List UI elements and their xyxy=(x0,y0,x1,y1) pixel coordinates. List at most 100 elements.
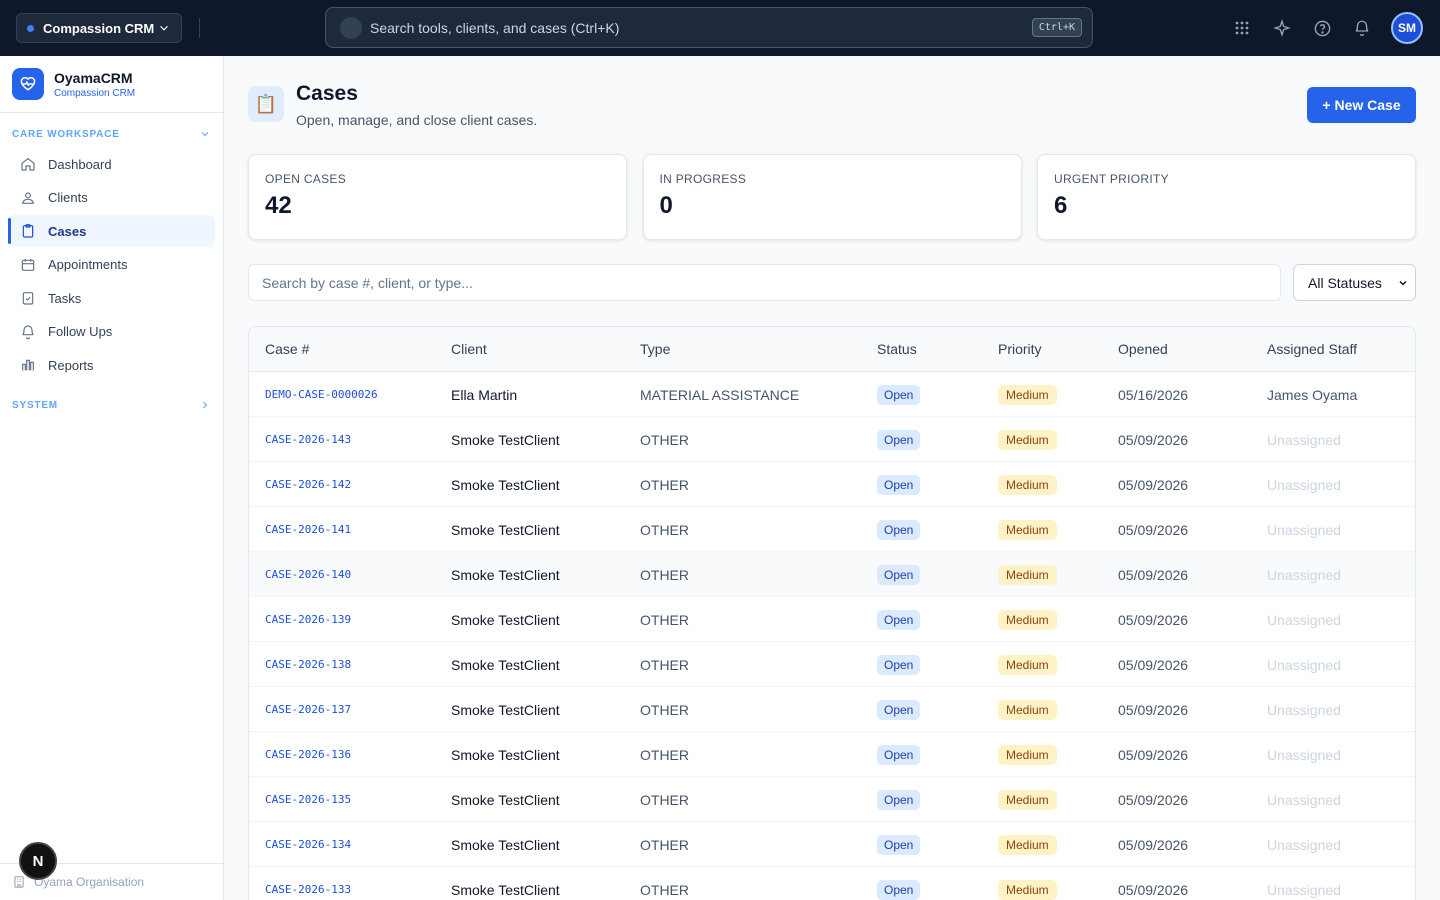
apps-grid-icon[interactable] xyxy=(1231,17,1253,39)
client-name: Smoke TestClient xyxy=(451,837,560,853)
status-filter-select[interactable]: All Statuses xyxy=(1293,264,1416,301)
global-search[interactable]: Search tools, clients, and cases (Ctrl+K… xyxy=(325,7,1093,48)
table-row[interactable]: CASE-2026-138 Smoke TestClient OTHER Open Me… xyxy=(249,642,1415,687)
chevron-down-icon xyxy=(1399,280,1407,286)
opened-date: 05/09/2026 xyxy=(1118,522,1189,538)
table-row[interactable]: CASE-2026-139 Smoke TestClient OTHER Open Me… xyxy=(249,597,1415,642)
priority-badge: Medium xyxy=(998,790,1057,810)
opened-date: 05/09/2026 xyxy=(1118,702,1189,718)
case-number-link[interactable]: CASE-2026-143 xyxy=(265,433,352,446)
table-row[interactable]: CASE-2026-140 Smoke TestClient OTHER Open Me… xyxy=(249,552,1415,597)
priority-badge: Medium xyxy=(998,835,1057,855)
column-header-type[interactable]: Type xyxy=(640,341,671,357)
section-care-label: CARE WORKSPACE xyxy=(12,128,120,140)
assigned-staff: Unassigned xyxy=(1267,567,1341,583)
assigned-staff: Unassigned xyxy=(1267,837,1341,853)
dev-tools-badge[interactable]: N xyxy=(19,842,57,880)
stat-value: 0 xyxy=(659,192,673,219)
brand-name: OyamaCRM xyxy=(54,69,133,86)
table-row[interactable]: CASE-2026-135 Smoke TestClient OTHER Open Me… xyxy=(249,777,1415,822)
stat-label: IN PROGRESS xyxy=(659,172,747,186)
column-header-opened[interactable]: Opened xyxy=(1118,341,1168,357)
top-divider xyxy=(199,18,200,38)
table-row[interactable]: CASE-2026-136 Smoke TestClient OTHER Open Me… xyxy=(249,732,1415,777)
table-row[interactable]: CASE-2026-134 Smoke TestClient OTHER Open Me… xyxy=(249,822,1415,867)
assigned-staff: Unassigned xyxy=(1267,657,1341,673)
case-number-link[interactable]: CASE-2026-139 xyxy=(265,613,352,626)
table-row[interactable]: CASE-2026-142 Smoke TestClient OTHER Open Me… xyxy=(249,462,1415,507)
users-icon xyxy=(20,190,36,206)
case-number-link[interactable]: CASE-2026-133 xyxy=(265,883,352,896)
table-row[interactable]: CASE-2026-141 Smoke TestClient OTHER Open Me… xyxy=(249,507,1415,552)
case-number-link[interactable]: CASE-2026-135 xyxy=(265,793,352,806)
column-header-case[interactable]: Case # xyxy=(265,341,310,357)
case-number-link[interactable]: CASE-2026-142 xyxy=(265,478,352,491)
opened-date: 05/09/2026 xyxy=(1118,747,1189,763)
section-system[interactable]: SYSTEM xyxy=(0,395,223,415)
case-number-link[interactable]: CASE-2026-138 xyxy=(265,658,352,671)
column-header-priority[interactable]: Priority xyxy=(998,341,1042,357)
case-number-link[interactable]: CASE-2026-134 xyxy=(265,838,352,851)
case-number-link[interactable]: DEMO-CASE-0000026 xyxy=(265,388,378,401)
status-badge: Open xyxy=(877,655,921,675)
case-search-input[interactable] xyxy=(248,264,1281,301)
heart-pulse-icon xyxy=(12,68,44,100)
new-case-button[interactable]: + New Case xyxy=(1307,87,1416,123)
status-badge: Open xyxy=(877,385,921,405)
bell-icon[interactable] xyxy=(1351,17,1373,39)
column-header-client[interactable]: Client xyxy=(451,341,487,357)
calendar-icon xyxy=(20,257,36,273)
sidebar-item-dashboard[interactable]: Dashboard xyxy=(8,148,215,180)
org-switcher[interactable]: Compassion CRM xyxy=(16,13,182,43)
table-row[interactable]: CASE-2026-137 Smoke TestClient OTHER Open Me… xyxy=(249,687,1415,732)
brand: OyamaCRM Compassion CRM xyxy=(0,56,223,113)
sparkle-icon[interactable] xyxy=(1271,17,1293,39)
sidebar-item-reports[interactable]: Reports xyxy=(8,349,215,381)
case-number-link[interactable]: CASE-2026-141 xyxy=(265,523,352,536)
priority-badge: Medium xyxy=(998,700,1057,720)
client-name: Smoke TestClient xyxy=(451,522,560,538)
sidebar-item-clients[interactable]: Clients xyxy=(8,182,215,214)
priority-badge: Medium xyxy=(998,880,1057,900)
footer-org-name: Oyama Organisation xyxy=(34,875,145,889)
clipboard-check-icon xyxy=(20,290,36,306)
table-body: DEMO-CASE-0000026 Ella Martin MATERIAL ASS… xyxy=(249,372,1415,900)
sidebar-item-tasks[interactable]: Tasks xyxy=(8,282,215,314)
client-name: Smoke TestClient xyxy=(451,702,560,718)
opened-date: 05/09/2026 xyxy=(1118,882,1189,898)
sidebar-item-appointments[interactable]: Appointments xyxy=(8,249,215,281)
priority-badge: Medium xyxy=(998,520,1057,540)
user-avatar[interactable]: SM xyxy=(1391,12,1423,44)
table-row[interactable]: CASE-2026-143 Smoke TestClient OTHER Open Me… xyxy=(249,417,1415,462)
table-row[interactable]: CASE-2026-133 Smoke TestClient OTHER Open Me… xyxy=(249,867,1415,900)
case-number-link[interactable]: CASE-2026-140 xyxy=(265,568,352,581)
help-icon[interactable] xyxy=(1311,17,1333,39)
case-number-link[interactable]: CASE-2026-136 xyxy=(265,748,352,761)
assigned-staff: Unassigned xyxy=(1267,702,1341,718)
clipboard-icon: 📋 xyxy=(248,86,284,122)
stat-value: 6 xyxy=(1054,192,1068,219)
case-number-link[interactable]: CASE-2026-137 xyxy=(265,703,352,716)
column-header-status[interactable]: Status xyxy=(877,341,917,357)
column-header-assigned-staff[interactable]: Assigned Staff xyxy=(1267,341,1358,357)
sidebar-item-label: Reports xyxy=(48,357,94,373)
sidebar-item-follow-ups[interactable]: Follow Ups xyxy=(8,316,215,348)
table-row[interactable]: DEMO-CASE-0000026 Ella Martin MATERIAL ASS… xyxy=(249,372,1415,417)
stat-label: OPEN CASES xyxy=(265,172,347,186)
page-title: Cases xyxy=(296,82,358,105)
client-name: Smoke TestClient xyxy=(451,612,560,628)
client-name: Smoke TestClient xyxy=(451,567,560,583)
priority-badge: Medium xyxy=(998,475,1057,495)
global-search-placeholder: Search tools, clients, and cases (Ctrl+K… xyxy=(370,19,620,36)
assigned-staff: James Oyama xyxy=(1267,387,1358,403)
opened-date: 05/16/2026 xyxy=(1118,387,1189,403)
case-type: OTHER xyxy=(640,612,689,628)
sidebar-item-cases[interactable]: Cases xyxy=(8,215,215,247)
section-care-workspace[interactable]: CARE WORKSPACE xyxy=(0,124,223,144)
opened-date: 05/09/2026 xyxy=(1118,567,1189,583)
sidebar-item-label: Clients xyxy=(48,190,88,205)
chevron-down-icon xyxy=(160,25,168,31)
stat-value: 42 xyxy=(265,192,292,219)
stat-label: URGENT PRIORITY xyxy=(1054,172,1169,186)
priority-badge: Medium xyxy=(998,430,1057,450)
